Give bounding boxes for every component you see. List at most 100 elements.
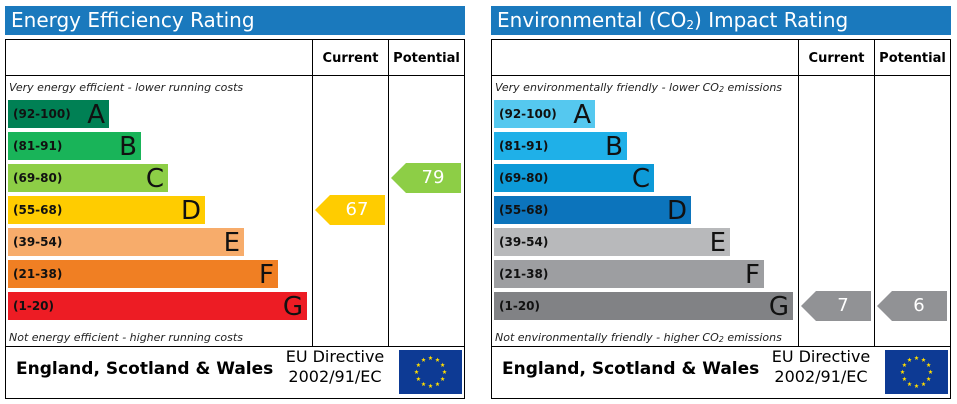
flag-star <box>900 369 905 374</box>
band-letter-label: G <box>768 292 789 322</box>
header-divider <box>492 75 950 76</box>
eu-directive-label: EU Directive 2002/91/EC <box>276 347 394 387</box>
band-letter-label: B <box>605 132 623 162</box>
flag-star <box>921 357 926 362</box>
eu-directive-label: EU Directive 2002/91/EC <box>762 347 880 387</box>
footer-region-label: England, Scotland & Wales <box>16 359 274 379</box>
band-f: (21-38) F <box>494 260 764 290</box>
rating-table: Current Potential Very energy efficient … <box>5 39 465 399</box>
directive-line-1: EU Directive <box>771 347 871 366</box>
band-range-label: (1-20) <box>13 299 54 313</box>
flag-star <box>435 381 440 387</box>
band-c: (69-80) C <box>8 164 168 194</box>
arrow-polygon <box>391 163 461 193</box>
band-letter-label: D <box>666 196 687 226</box>
footer-divider <box>6 346 464 347</box>
band-range-label: (92-100) <box>499 107 557 121</box>
flag-star <box>416 362 421 367</box>
band-c: (69-80) C <box>494 164 654 194</box>
directive-line-2: 2002/91/EC <box>288 367 382 386</box>
potential-column-header: Potential <box>879 51 946 66</box>
top-note-suffix: emissions <box>724 81 783 94</box>
potential-column-divider <box>388 40 389 346</box>
flag-star <box>421 381 426 387</box>
current-rating-marker: 7 <box>801 291 871 321</box>
band-g: (1-20) G <box>494 292 793 322</box>
arrow-polygon <box>315 195 385 225</box>
potential-rating-marker: 6 <box>877 291 947 321</box>
band-letter-label: C <box>631 164 650 194</box>
flag-star <box>928 369 933 374</box>
band-range-label: (1-20) <box>499 299 540 313</box>
top-note: Very environmentally friendly - lower CO… <box>495 81 782 94</box>
band-range-label: (69-80) <box>499 171 549 185</box>
band-d: (55-68) D <box>494 196 691 226</box>
band-b: (81-91) B <box>494 132 627 162</box>
flag-star <box>902 376 907 381</box>
band-f: (21-38) F <box>8 260 278 290</box>
band-letter-label: A <box>573 100 591 130</box>
top-note: Very energy efficient - lower running co… <box>9 81 244 94</box>
band-letter-label: E <box>223 228 240 258</box>
band-letter-label: C <box>145 164 164 194</box>
flag-star <box>416 376 421 381</box>
title-prefix: Environmental (CO <box>497 8 687 32</box>
flag-star <box>921 381 926 387</box>
current-column-divider <box>312 40 313 346</box>
current-column-divider <box>798 40 799 346</box>
flag-star <box>914 383 919 388</box>
band-range-label: (81-91) <box>499 139 549 153</box>
flag-star <box>926 376 931 381</box>
band-letter-label: B <box>119 132 137 162</box>
current-column-header: Current <box>322 51 379 66</box>
band-range-label: (39-54) <box>13 235 63 249</box>
bottom-note-suffix: emissions <box>723 331 782 344</box>
directive-line-2: 2002/91/EC <box>774 367 868 386</box>
bottom-note: Not energy efficient - higher running co… <box>9 331 243 344</box>
current-rating-value: 67 <box>345 199 369 220</box>
current-arrow-shape <box>315 195 385 225</box>
band-letter-label: F <box>745 260 760 290</box>
panel-title: Energy Efficiency Rating <box>5 6 465 35</box>
flag-star <box>926 362 931 367</box>
band-b: (81-91) B <box>8 132 141 162</box>
potential-arrow-shape <box>391 163 461 193</box>
band-range-label: (81-91) <box>13 139 63 153</box>
flag-star <box>902 362 907 367</box>
footer-region-label: England, Scotland & Wales <box>502 359 760 379</box>
band-e: (39-54) E <box>8 228 244 258</box>
eu-flag-icon <box>399 350 462 394</box>
flag-star <box>907 357 912 362</box>
potential-rating-marker: 79 <box>391 163 461 193</box>
potential-column-header: Potential <box>393 51 460 66</box>
flag-star <box>907 381 912 387</box>
band-range-label: (69-80) <box>13 171 63 185</box>
title-suffix: ) Impact Rating <box>694 8 849 32</box>
band-a: (92-100) A <box>8 100 109 130</box>
bottom-note-prefix: Not environmentally friendly - higher CO <box>495 331 719 344</box>
band-letter-label: G <box>282 292 303 322</box>
current-rating-marker: 67 <box>315 195 385 225</box>
flag-star <box>421 357 426 362</box>
energy-efficiency-panel: Energy Efficiency Rating Current Potenti… <box>5 6 465 399</box>
rating-table: Current Potential Very environmentally f… <box>491 39 951 399</box>
footer-divider <box>492 346 950 347</box>
current-arrow-shape <box>801 291 871 321</box>
band-range-label: (55-68) <box>499 203 549 217</box>
flag-star <box>428 355 433 360</box>
flag-star <box>428 383 433 388</box>
band-range-label: (92-100) <box>13 107 71 121</box>
flag-star <box>442 369 447 374</box>
title-subscript: 2 <box>686 18 695 32</box>
band-range-label: (21-38) <box>13 267 63 281</box>
header-divider <box>6 75 464 76</box>
band-letter-label: D <box>180 196 201 226</box>
band-d: (55-68) D <box>8 196 205 226</box>
directive-line-1: EU Directive <box>285 347 385 366</box>
band-letter-label: F <box>259 260 274 290</box>
band-a: (92-100) A <box>494 100 595 130</box>
current-rating-value: 7 <box>837 295 849 316</box>
environmental-impact-panel: Environmental (CO2) Impact Rating Curren… <box>491 6 951 399</box>
potential-arrow-shape <box>877 291 947 321</box>
flag-star <box>914 355 919 360</box>
